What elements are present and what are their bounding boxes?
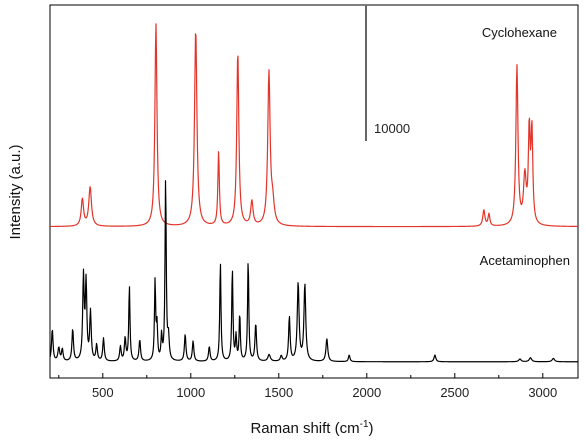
x-axis-title-close: ) <box>369 420 374 437</box>
x-tick-label: 500 <box>92 385 114 400</box>
series-label-cyclohexane: Cyclohexane <box>482 25 557 40</box>
spectrum-line-acetaminophen <box>49 180 579 363</box>
plot-frame <box>49 4 579 379</box>
spectrum-line-cyclohexane <box>49 23 579 228</box>
x-tick-label: 2000 <box>352 385 381 400</box>
x-tick-label: 2500 <box>440 385 469 400</box>
series-label-acetaminophen: Acetaminophen <box>480 253 570 268</box>
series-group <box>49 23 579 363</box>
x-axis-title-main: Raman shift (cm <box>250 420 359 437</box>
x-tick-label: 1000 <box>176 385 205 400</box>
x-tick-label: 1500 <box>264 385 293 400</box>
x-axis-title-sup: -1 <box>360 419 369 430</box>
x-axis-title: Raman shift (cm-1) <box>250 419 373 437</box>
x-tick-label: 3000 <box>528 385 557 400</box>
y-axis-title: Intensity (a.u.) <box>7 144 24 239</box>
x-axis-ticks: 500 1000 1500 2000 2500 3000 <box>58 373 557 400</box>
intensity-scale-label: 10000 <box>374 121 410 136</box>
